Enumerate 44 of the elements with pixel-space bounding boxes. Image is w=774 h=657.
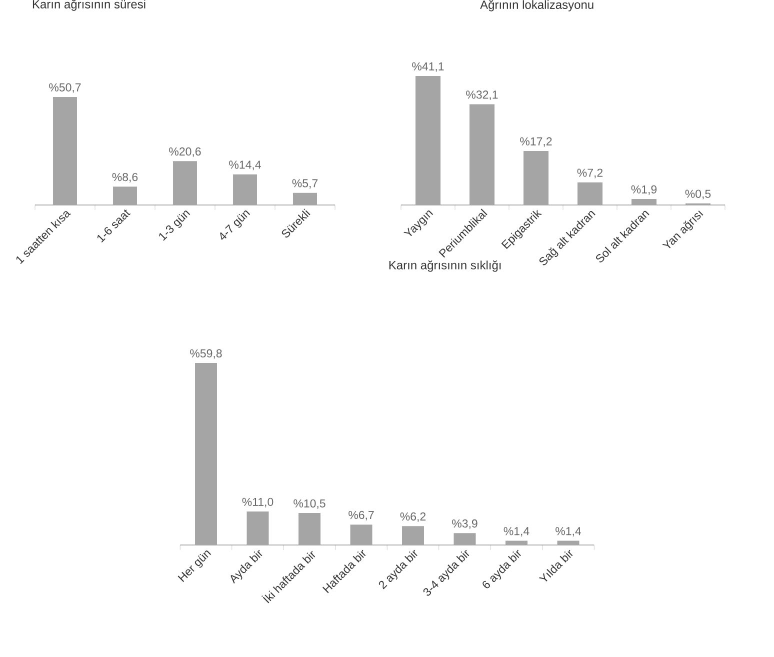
bar: [578, 182, 603, 205]
bar: [53, 97, 78, 205]
data-label: %14,4: [229, 160, 261, 170]
bar: [113, 186, 137, 205]
bar: [454, 533, 476, 545]
data-label: %20,6: [169, 147, 201, 157]
bar: [470, 104, 495, 205]
data-label: %8,6: [112, 172, 138, 182]
bar: [350, 524, 372, 545]
data-label: %3,9: [452, 519, 478, 529]
data-label: %10,5: [294, 499, 326, 509]
bar: [632, 199, 657, 205]
bar: [505, 540, 528, 545]
data-label: %50,7: [49, 83, 81, 93]
chart-title: Ağrının lokalizasyonu: [480, 0, 594, 12]
data-label: %0,5: [685, 190, 711, 200]
x-tick-label: 4-7 gün: [220, 210, 250, 240]
bar: [416, 76, 441, 205]
data-label: %7,2: [577, 168, 603, 178]
x-tick-label: 1-6 saat: [97, 209, 131, 243]
data-label: %41,1: [412, 62, 444, 72]
bar: [293, 192, 317, 205]
bar: [524, 151, 549, 205]
bar: [233, 174, 257, 205]
data-label: %6,2: [400, 512, 426, 522]
bar: [173, 161, 197, 205]
data-label: %59,8: [190, 349, 222, 359]
data-label: %1,9: [631, 185, 657, 195]
x-tick-label: 1-3 gün: [159, 210, 190, 241]
data-label: %17,2: [520, 137, 552, 147]
data-label: %11,0: [242, 498, 274, 508]
bar: [402, 526, 424, 545]
bar: [195, 363, 217, 545]
data-label: %5,7: [292, 179, 318, 189]
data-label: %1,4: [504, 527, 530, 537]
bar: [557, 540, 580, 545]
data-label: %32,1: [466, 90, 498, 100]
chart-title: Karın ağrısının sıklığı: [389, 260, 501, 272]
x-tick-label: Her gün: [178, 550, 212, 582]
x-tick-label: Yılda bir: [538, 550, 573, 582]
data-label: %6,7: [348, 510, 374, 520]
data-label: %1,4: [556, 527, 582, 537]
bar: [246, 512, 269, 545]
bar: [298, 513, 320, 545]
